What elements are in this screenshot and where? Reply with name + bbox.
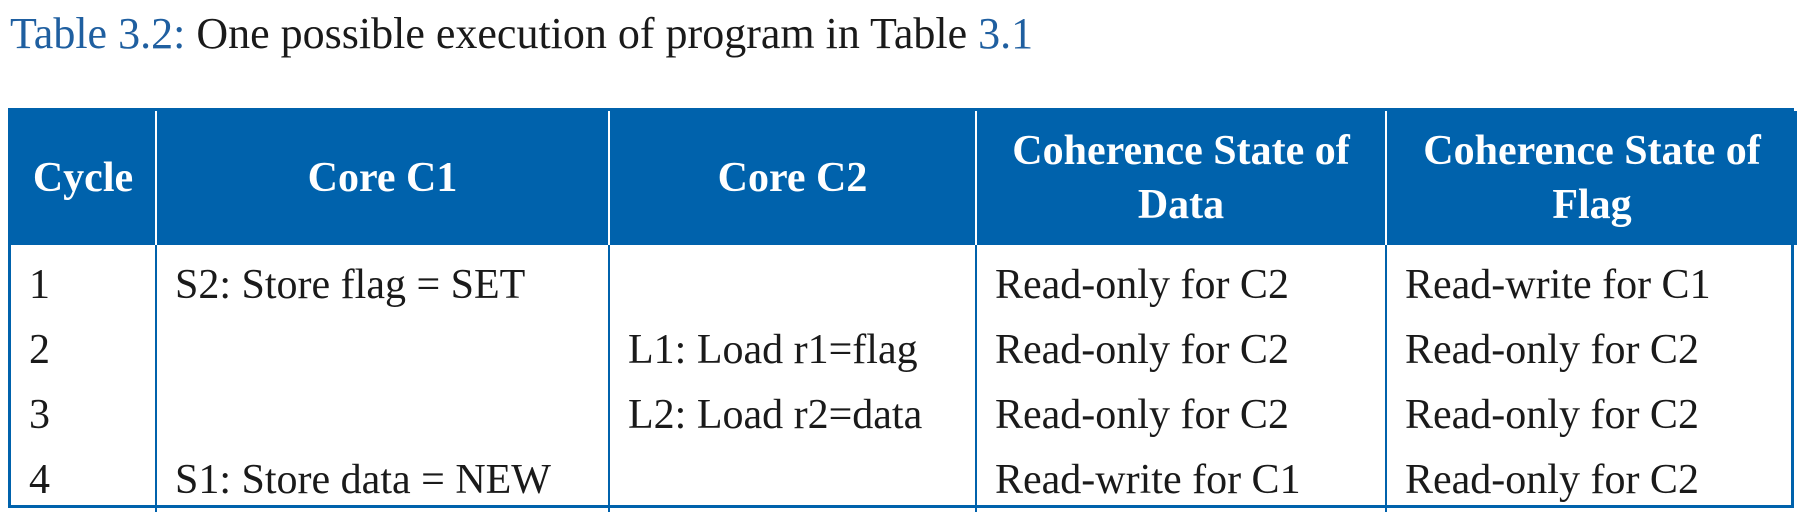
header-core-c1: Core C1 xyxy=(155,111,609,245)
execution-table: Cycle Core C1 Core C2 Coherence State of… xyxy=(8,108,1797,512)
cell-core-c2: L1: Load r1=flag xyxy=(608,317,976,382)
cell-cycle: 4 xyxy=(29,456,50,503)
caption-reference-link[interactable]: 3.1 xyxy=(978,9,1034,58)
header-cycle: Cycle xyxy=(11,111,156,245)
table-caption: Table 3.2: One possible execution of pro… xyxy=(10,6,1033,62)
cell-core-c2 xyxy=(608,447,976,512)
table-header-row: Cycle Core C1 Core C2 Coherence State of… xyxy=(11,111,1797,245)
cell-cycle: 2 xyxy=(29,326,50,373)
cell-core-c1: S2: Store flag = SET xyxy=(155,245,609,317)
table-row: 2 L1: Load r1=flag Read-only for C2 Read… xyxy=(11,317,1797,382)
cell-data-state: Read-only for C2 xyxy=(975,382,1386,447)
header-coherence-data: Coherence State of Data xyxy=(975,111,1386,245)
caption-text: One possible execution of program in Tab… xyxy=(185,9,979,58)
cell-flag-state: Read-only for C2 xyxy=(1385,382,1797,447)
caption-label: Table 3.2 xyxy=(10,9,174,58)
cell-core-c1: S1: Store data = NEW xyxy=(155,447,609,512)
cell-core-c1 xyxy=(155,382,609,447)
cell-core-c1 xyxy=(155,317,609,382)
cell-core-c2 xyxy=(608,245,976,317)
cell-core-c2: L2: Load r2=data xyxy=(608,382,976,447)
cell-data-state: Read-only for C2 xyxy=(975,317,1386,382)
cell-flag-state: Read-write for C1 xyxy=(1385,245,1797,317)
table-row: 3 L2: Load r2=data Read-only for C2 Read… xyxy=(11,382,1797,447)
cell-data-state: Read-write for C1 xyxy=(975,447,1386,512)
cell-cycle: 3 xyxy=(29,391,50,438)
cell-cycle: 1 xyxy=(29,261,50,308)
cell-flag-state: Read-only for C2 xyxy=(1385,447,1797,512)
table-row: 1 S2: Store flag = SET Read-only for C2 … xyxy=(11,245,1797,317)
header-core-c2: Core C2 xyxy=(608,111,976,245)
caption-colon: : xyxy=(173,9,186,58)
cell-flag-state: Read-only for C2 xyxy=(1385,317,1797,382)
table-row: 4 S1: Store data = NEW Read-write for C1… xyxy=(11,447,1797,512)
header-coherence-flag: Coherence State of Flag xyxy=(1385,111,1797,245)
cell-data-state: Read-only for C2 xyxy=(975,245,1386,317)
